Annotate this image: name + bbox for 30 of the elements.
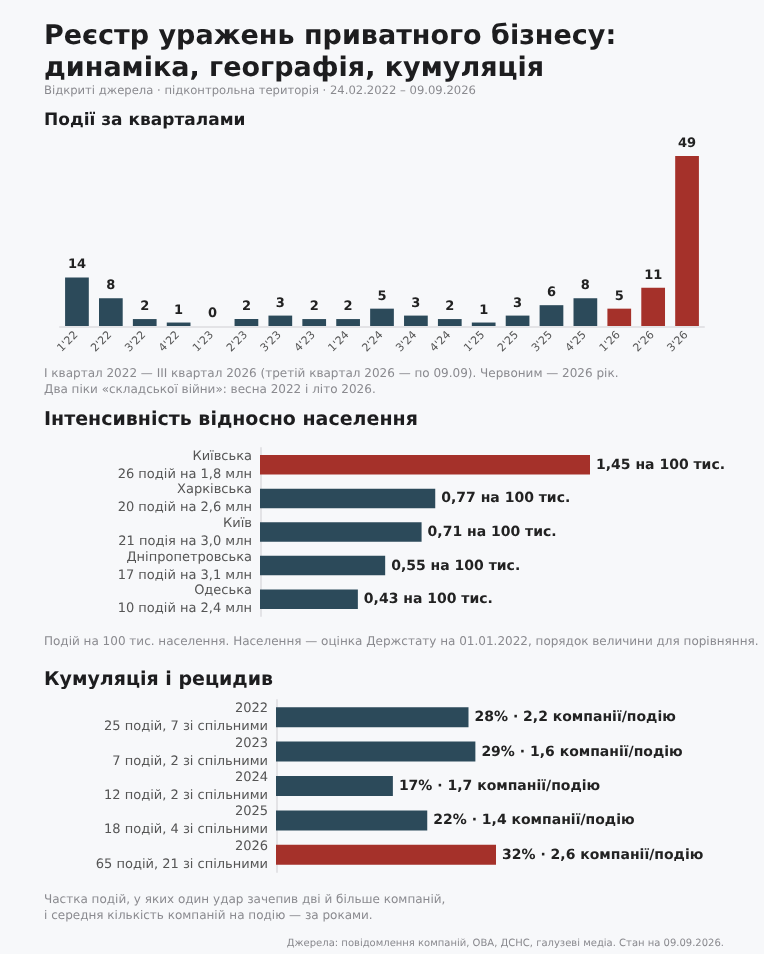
bar — [268, 315, 293, 326]
bar — [675, 156, 699, 326]
bar — [132, 319, 157, 326]
bar — [437, 319, 462, 326]
bar — [260, 589, 358, 609]
bar — [336, 319, 360, 326]
bar — [260, 555, 386, 576]
bar — [276, 776, 393, 796]
bar — [234, 319, 259, 326]
bar — [260, 455, 590, 475]
bar — [641, 287, 666, 326]
bar — [276, 844, 496, 865]
bar — [98, 298, 123, 326]
bar — [539, 305, 564, 326]
bar — [276, 810, 428, 831]
bar — [302, 319, 327, 326]
bar — [573, 298, 598, 326]
bar — [260, 488, 436, 509]
chart-title: Інтенсивність відносно населення — [44, 409, 418, 431]
bar — [505, 315, 530, 326]
bar — [276, 707, 469, 728]
bar — [276, 741, 476, 762]
bar — [65, 277, 89, 326]
bar — [370, 308, 394, 326]
chart-title: Кумуляція і рецидив — [44, 669, 274, 691]
bar — [260, 522, 422, 542]
text: Події за кварталами — [44, 111, 246, 131]
bar — [607, 308, 632, 326]
chart-title: Реєстр уражень приватного бізнесу: динаміка, географія, кумуляція — [44, 20, 617, 84]
bar — [404, 315, 428, 326]
